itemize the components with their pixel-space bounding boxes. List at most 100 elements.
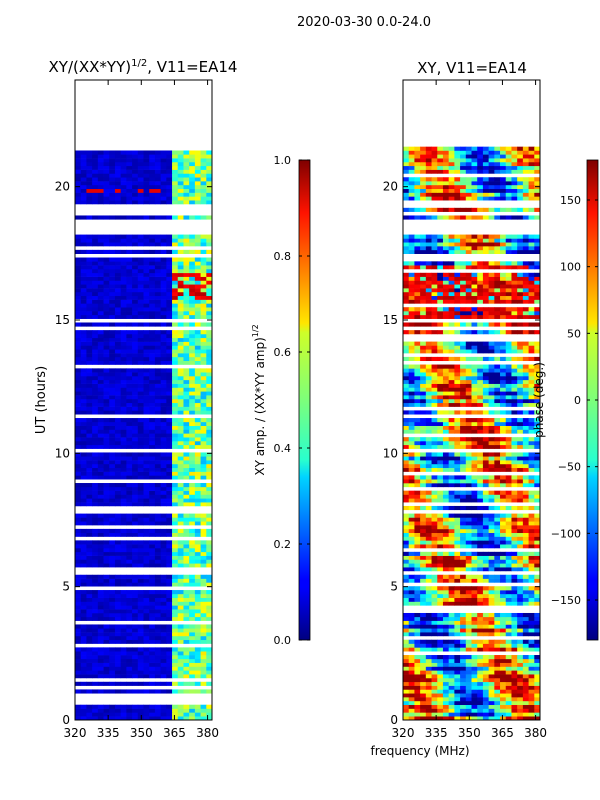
heatmap-cell xyxy=(437,708,444,713)
heatmap-cell xyxy=(454,712,461,717)
heatmap-cell xyxy=(465,456,472,461)
heatmap-cell xyxy=(189,379,196,384)
heatmap-cell xyxy=(494,498,501,503)
heatmap-cell xyxy=(477,697,484,702)
heatmap-cell xyxy=(149,597,156,602)
heatmap-cell xyxy=(143,502,150,507)
heatmap-cell xyxy=(500,639,507,644)
heatmap-cell xyxy=(482,658,490,663)
heatmap-cell xyxy=(149,437,156,442)
heatmap-cell xyxy=(437,418,444,423)
heatmap-cell xyxy=(126,555,133,560)
heatmap-cell xyxy=(403,479,410,484)
heatmap-cell xyxy=(189,303,196,308)
heatmap-cell xyxy=(172,196,179,201)
heatmap-cell xyxy=(431,586,438,591)
heatmap-cell xyxy=(132,597,139,602)
heatmap-cell xyxy=(97,181,104,186)
heatmap-cell xyxy=(75,440,82,446)
heatmap-cell xyxy=(103,303,110,308)
heatmap-cell xyxy=(183,616,190,621)
heatmap-cell xyxy=(534,387,541,392)
heatmap-cell xyxy=(403,555,410,560)
heatmap-cell xyxy=(154,398,162,404)
heatmap-cell xyxy=(522,460,529,465)
heatmap-cell xyxy=(505,712,512,717)
heatmap-cell xyxy=(206,372,213,377)
heatmap-cell xyxy=(126,574,133,579)
heatmap-cell xyxy=(194,345,201,350)
heatmap-cell xyxy=(137,582,144,587)
heatmap-cell xyxy=(75,498,82,503)
heatmap-cell xyxy=(109,628,116,633)
heatmap-cell xyxy=(154,299,162,304)
heatmap-cell xyxy=(160,376,167,381)
heatmap-cell xyxy=(172,242,179,247)
heatmap-cell xyxy=(92,658,99,663)
heatmap-cell xyxy=(137,257,144,262)
heatmap-cell xyxy=(172,528,179,534)
heatmap-cell xyxy=(97,322,104,327)
heatmap-cell xyxy=(494,544,501,549)
heatmap-cell xyxy=(120,288,127,293)
heatmap-cell xyxy=(431,372,438,377)
heatmap-cell xyxy=(183,314,190,319)
heatmap-cell xyxy=(132,280,139,285)
heatmap-cell xyxy=(120,261,127,266)
heatmap-cell xyxy=(80,670,87,675)
heatmap-cell xyxy=(528,574,535,579)
heatmap-cell xyxy=(97,234,104,239)
heatmap-cell xyxy=(160,689,167,694)
heatmap-cell xyxy=(143,708,150,713)
heatmap-cell xyxy=(517,517,524,522)
heatmap-cell xyxy=(154,670,162,675)
heatmap-cell xyxy=(166,494,173,499)
heatmap-cell xyxy=(442,601,450,606)
heatmap-cell xyxy=(177,452,184,457)
heatmap-cell xyxy=(482,483,490,488)
heatmap-cell xyxy=(143,616,150,621)
heatmap-cell xyxy=(517,528,524,534)
heatmap-cell xyxy=(132,307,139,312)
heatmap-cell xyxy=(109,559,116,564)
heatmap-cell xyxy=(103,483,110,488)
heatmap-cell xyxy=(172,288,179,293)
heatmap-cell xyxy=(154,184,162,190)
heatmap-cell xyxy=(403,536,410,541)
heatmap-cell xyxy=(528,624,535,629)
heatmap-cell xyxy=(172,502,179,507)
heatmap-cell xyxy=(454,697,461,702)
heatmap-cell xyxy=(511,563,518,568)
heatmap-cell xyxy=(528,356,535,362)
heatmap-cell xyxy=(425,475,432,480)
heatmap-cell xyxy=(522,674,529,679)
heatmap-cell xyxy=(92,670,99,675)
heatmap-cell xyxy=(92,532,99,537)
heatmap-cell xyxy=(200,356,207,362)
heatmap-cell xyxy=(494,716,501,721)
heatmap-cell xyxy=(172,341,179,346)
heatmap-cell xyxy=(471,567,478,572)
heatmap-cell xyxy=(189,421,196,426)
heatmap-cell xyxy=(172,452,179,457)
heatmap-cell xyxy=(120,177,127,182)
heatmap-cell xyxy=(420,658,427,663)
heatmap-cell xyxy=(477,425,484,430)
heatmap-cell xyxy=(194,280,201,285)
heatmap-cell xyxy=(92,460,99,465)
heatmap-cell xyxy=(505,483,512,488)
heatmap-cell xyxy=(471,341,478,346)
heatmap-cell xyxy=(126,272,133,277)
heatmap-cell xyxy=(431,620,438,625)
heatmap-cell xyxy=(494,437,501,442)
heatmap-cell xyxy=(189,460,196,465)
heatmap-cell xyxy=(454,368,461,373)
heatmap-cell xyxy=(75,708,82,713)
heatmap-cell xyxy=(103,307,110,312)
heatmap-cell xyxy=(177,249,184,254)
heatmap-cell xyxy=(109,345,116,350)
heatmap-cell xyxy=(80,471,87,476)
heatmap-cell xyxy=(166,712,173,717)
heatmap-cell xyxy=(143,666,150,671)
